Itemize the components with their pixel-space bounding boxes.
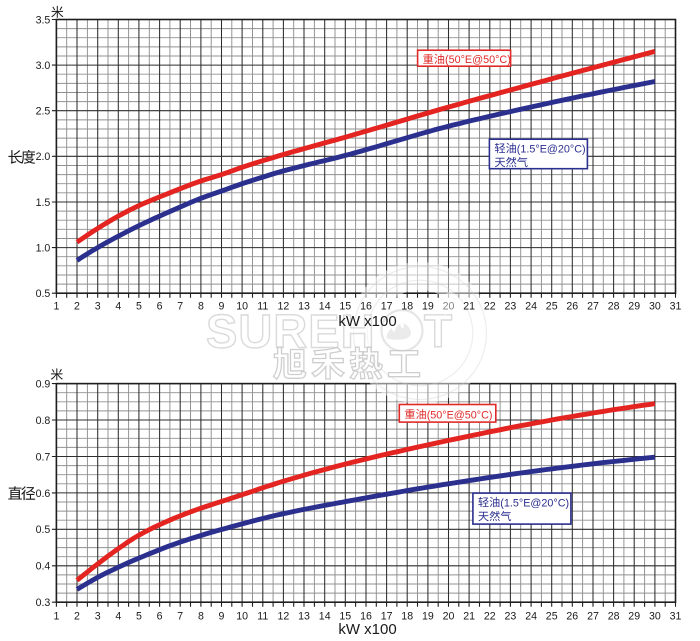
svg-text:6: 6	[157, 610, 163, 622]
svg-text:SUREH: SUREH	[206, 305, 376, 358]
svg-text:20: 20	[443, 610, 455, 622]
svg-text:15: 15	[339, 610, 351, 622]
svg-text:24: 24	[525, 610, 537, 622]
svg-text:0.4: 0.4	[36, 561, 51, 573]
svg-text:1: 1	[53, 300, 59, 312]
svg-text:12: 12	[278, 300, 290, 312]
svg-text:0.9: 0.9	[36, 379, 51, 391]
svg-text:18: 18	[401, 610, 413, 622]
svg-text:28: 28	[608, 610, 620, 622]
svg-text:21: 21	[463, 300, 475, 312]
svg-text:T: T	[424, 305, 452, 357]
svg-text:19: 19	[422, 610, 434, 622]
svg-text:16: 16	[360, 300, 372, 312]
svg-text:28: 28	[608, 300, 620, 312]
svg-text:14: 14	[319, 610, 331, 622]
svg-text:8: 8	[198, 300, 204, 312]
svg-text:18: 18	[401, 300, 413, 312]
svg-text:27: 27	[587, 610, 599, 622]
svg-text:7: 7	[177, 300, 183, 312]
svg-text:20: 20	[443, 300, 455, 312]
svg-text:13: 13	[298, 300, 310, 312]
svg-text:0.6: 0.6	[36, 488, 51, 500]
svg-text:26: 26	[566, 610, 578, 622]
svg-text:1.0: 1.0	[36, 243, 51, 255]
svg-text:24: 24	[525, 300, 537, 312]
svg-text:31: 31	[670, 300, 682, 312]
svg-text:2.0: 2.0	[36, 151, 51, 163]
svg-text:15: 15	[339, 300, 351, 312]
svg-text:kW x100: kW x100	[338, 313, 396, 330]
svg-text:11: 11	[257, 610, 268, 622]
svg-text:2.5: 2.5	[36, 106, 51, 118]
svg-text:1: 1	[53, 610, 59, 622]
svg-text:5: 5	[136, 300, 142, 312]
svg-text:23: 23	[505, 610, 517, 622]
svg-text:10: 10	[236, 300, 248, 312]
svg-text:29: 29	[628, 300, 640, 312]
svg-text:5: 5	[136, 610, 142, 622]
svg-text:0.8: 0.8	[36, 415, 51, 427]
svg-text:0.3: 0.3	[36, 597, 51, 609]
svg-text:30: 30	[649, 300, 661, 312]
svg-text:(1.5°E@20°C): (1.5°E@20°C)	[517, 143, 586, 155]
svg-text:2: 2	[74, 300, 80, 312]
svg-text:(50°E@50°C): (50°E@50°C)	[427, 409, 493, 421]
svg-text:2: 2	[74, 610, 80, 622]
svg-text:25: 25	[546, 610, 558, 622]
svg-text:22: 22	[484, 300, 496, 312]
svg-text:9: 9	[219, 300, 225, 312]
svg-text:25: 25	[546, 300, 558, 312]
svg-text:16: 16	[360, 610, 372, 622]
svg-text:19: 19	[422, 300, 434, 312]
svg-text:11: 11	[257, 300, 268, 312]
svg-text:27: 27	[587, 300, 599, 312]
svg-text:3.0: 3.0	[36, 60, 51, 72]
svg-text:23: 23	[505, 300, 517, 312]
svg-text:4: 4	[115, 300, 121, 312]
svg-text:0.5: 0.5	[36, 288, 51, 300]
svg-text:26: 26	[566, 300, 578, 312]
svg-text:17: 17	[381, 300, 393, 312]
svg-text:kW x100: kW x100	[338, 621, 396, 638]
svg-text:17: 17	[381, 610, 393, 622]
svg-text:12: 12	[278, 610, 290, 622]
svg-text:0.5: 0.5	[36, 524, 51, 536]
svg-text:13: 13	[298, 610, 310, 622]
svg-text:31: 31	[670, 610, 682, 622]
svg-text:3: 3	[95, 610, 101, 622]
svg-text:22: 22	[484, 610, 496, 622]
svg-text:(1.5°E@20°C): (1.5°E@20°C)	[500, 497, 569, 509]
svg-text:(50°E@50°C): (50°E@50°C)	[445, 54, 511, 66]
svg-text:14: 14	[319, 300, 331, 312]
svg-text:30: 30	[649, 610, 661, 622]
svg-text:6: 6	[157, 300, 163, 312]
svg-text:4: 4	[115, 610, 121, 622]
svg-text:0.7: 0.7	[36, 451, 51, 463]
svg-text:7: 7	[177, 610, 183, 622]
svg-text:1.5: 1.5	[36, 197, 51, 209]
svg-text:10: 10	[236, 610, 248, 622]
svg-text:9: 9	[219, 610, 225, 622]
svg-text:21: 21	[463, 610, 475, 622]
svg-text:3: 3	[95, 300, 101, 312]
svg-text:29: 29	[628, 610, 640, 622]
svg-text:8: 8	[198, 610, 204, 622]
svg-text:3.5: 3.5	[36, 14, 51, 26]
